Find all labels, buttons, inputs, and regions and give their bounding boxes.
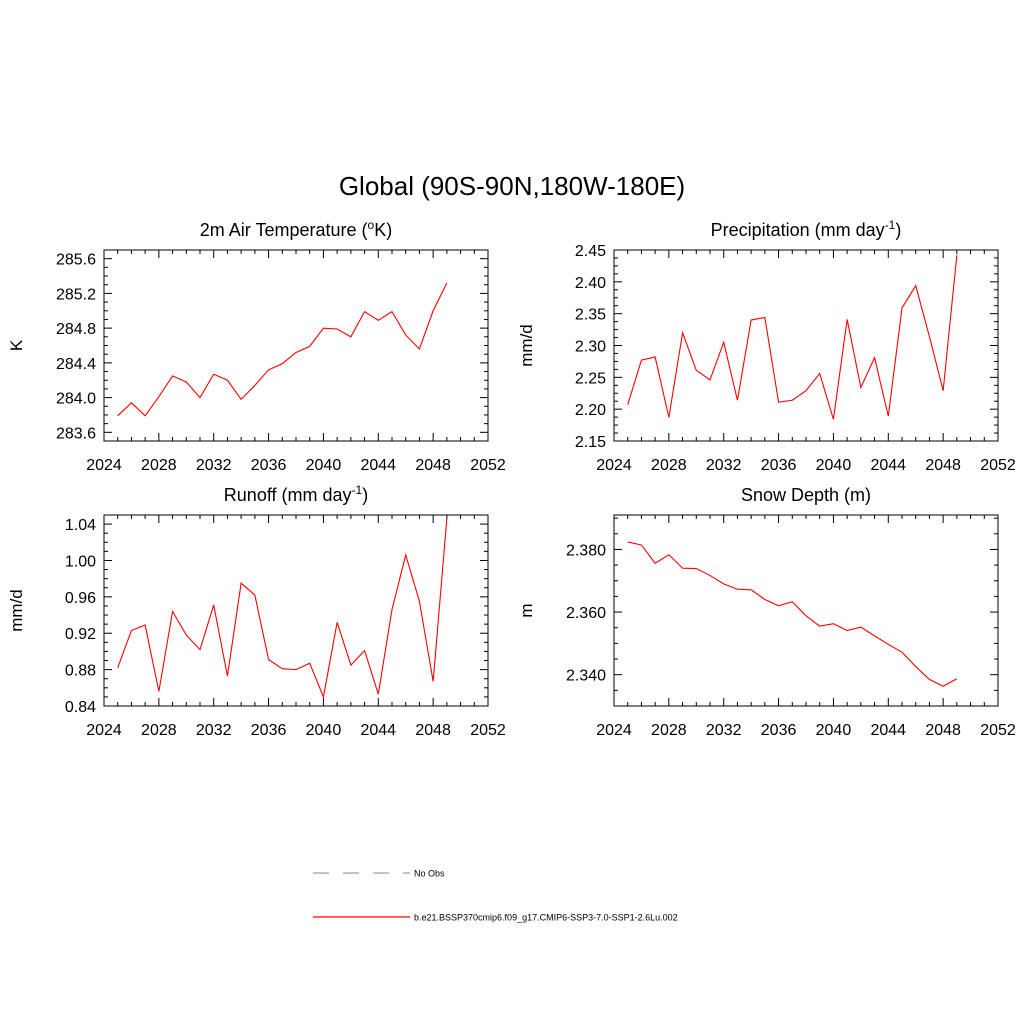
x-tick-label: 2044 xyxy=(360,722,396,739)
x-tick-label: 2032 xyxy=(196,722,232,739)
panel-title: Snow Depth (m) xyxy=(741,485,871,505)
x-tick-label: 2044 xyxy=(870,457,906,474)
panel-title-text: Snow Depth (m) xyxy=(741,485,871,505)
x-tick-label: 2024 xyxy=(86,722,122,739)
y-tick-label: 2.25 xyxy=(575,370,606,387)
y-tick-label: 284.4 xyxy=(56,356,96,373)
panel-title-text: Runoff (mm day xyxy=(224,485,352,505)
x-tick-label: 2048 xyxy=(415,722,451,739)
chart-panel-4: 2024 2028 2032 2036 2040 2044 2048 2052 2.340 2.3… xyxy=(517,485,1016,739)
y-tick-label: 2.20 xyxy=(575,402,606,419)
x-tick-label: 2036 xyxy=(251,722,287,739)
panel-title-suffix: ) xyxy=(895,220,901,240)
y-tick-label: 285.2 xyxy=(56,286,96,303)
x-tick-label: 2028 xyxy=(651,457,687,474)
plot-frame xyxy=(613,249,999,442)
x-tick-label: 2028 xyxy=(141,457,177,474)
y-axis-label: m xyxy=(517,603,536,617)
x-tick-label: 2024 xyxy=(86,457,122,474)
y-tick-label: 2.340 xyxy=(566,668,606,685)
legend: No Obs b.e21.BSSP370cmip6.f09_g17.CMIP6-… xyxy=(313,869,678,923)
x-tick-label: 2028 xyxy=(141,722,177,739)
x-tick-label: 2052 xyxy=(980,722,1016,739)
panel-title-text: 2m Air Temperature ( xyxy=(200,220,368,240)
series-line-1 xyxy=(627,541,958,687)
y-tick-label: 284.8 xyxy=(56,321,96,338)
y-tick-label: 0.92 xyxy=(65,626,96,643)
chart-panel-2: 2024 2028 2032 2036 2040 2044 2048 2052 2.15 2.20… xyxy=(517,218,1016,474)
panels: 2024 2028 2032 2036 2040 2044 2048 2052 283.6 284… xyxy=(7,218,1016,739)
panel-title-text: Precipitation (mm day xyxy=(711,220,885,240)
series-line-1 xyxy=(627,255,958,420)
x-tick-label: 2044 xyxy=(870,722,906,739)
panel-title-superscript: -1 xyxy=(885,218,896,232)
panel-title-superscript: -1 xyxy=(352,483,363,497)
series-line-1 xyxy=(117,282,448,417)
x-tick-label: 2040 xyxy=(306,457,342,474)
x-tick-label: 2048 xyxy=(925,457,961,474)
x-tick-label: 2024 xyxy=(596,457,632,474)
y-tick-label: 2.45 xyxy=(575,243,606,260)
legend-case-label: b.e21.BSSP370cmip6.f09_g17.CMIP6-SSP3-7.… xyxy=(414,913,678,923)
chart-panel-3: 2024 2028 2032 2036 2040 2044 2048 2052 0.84 0.88… xyxy=(7,483,506,739)
y-tick-label: 2.30 xyxy=(575,339,606,356)
figure-title: Global (90S-90N,180W-180E) xyxy=(339,171,685,201)
x-tick-label: 2052 xyxy=(470,457,506,474)
chart-panel-1: 2024 2028 2032 2036 2040 2044 2048 2052 283.6 284… xyxy=(7,218,506,474)
y-axis-label: mm/d xyxy=(7,589,26,632)
x-tick-label: 2052 xyxy=(470,722,506,739)
y-axis-label: K xyxy=(7,339,26,351)
x-tick-label: 2036 xyxy=(251,457,287,474)
x-tick-label: 2040 xyxy=(816,722,852,739)
x-tick-label: 2028 xyxy=(651,722,687,739)
panel-title-superscript: o xyxy=(368,218,375,232)
panel-title-suffix: K) xyxy=(374,220,392,240)
panel-title: 2m Air Temperature (oK) xyxy=(200,218,392,240)
x-tick-label: 2048 xyxy=(925,722,961,739)
x-tick-label: 2032 xyxy=(706,722,742,739)
y-tick-label: 283.6 xyxy=(56,425,96,442)
y-tick-label: 0.84 xyxy=(65,699,96,716)
series-line-1 xyxy=(117,518,448,699)
x-tick-label: 2032 xyxy=(196,457,232,474)
x-tick-label: 2036 xyxy=(761,722,797,739)
y-tick-label: 0.96 xyxy=(65,590,96,607)
y-tick-label: 2.35 xyxy=(575,307,606,324)
x-tick-label: 2048 xyxy=(415,457,451,474)
y-tick-label: 2.380 xyxy=(566,542,606,559)
x-tick-label: 2044 xyxy=(360,457,396,474)
y-tick-label: 284.0 xyxy=(56,391,96,408)
y-tick-label: 1.04 xyxy=(65,517,96,534)
panel-title-suffix: ) xyxy=(362,485,368,505)
panel-title: Runoff (mm day-1) xyxy=(224,483,368,505)
legend-obs-label: No Obs xyxy=(414,869,445,879)
x-tick-label: 2052 xyxy=(980,457,1016,474)
plot-frame xyxy=(103,249,489,442)
y-tick-label: 2.360 xyxy=(566,605,606,622)
y-tick-label: 285.6 xyxy=(56,252,96,269)
panel-title: Precipitation (mm day-1) xyxy=(711,218,902,240)
y-tick-label: 2.15 xyxy=(575,434,606,451)
y-axis-label: mm/d xyxy=(517,324,536,367)
y-tick-label: 0.88 xyxy=(65,663,96,680)
x-tick-label: 2040 xyxy=(816,457,852,474)
x-tick-label: 2040 xyxy=(306,722,342,739)
x-tick-label: 2024 xyxy=(596,722,632,739)
y-tick-label: 2.40 xyxy=(575,275,606,292)
plot-frame xyxy=(613,514,999,707)
y-tick-label: 1.00 xyxy=(65,553,96,570)
x-tick-label: 2036 xyxy=(761,457,797,474)
x-tick-label: 2032 xyxy=(706,457,742,474)
